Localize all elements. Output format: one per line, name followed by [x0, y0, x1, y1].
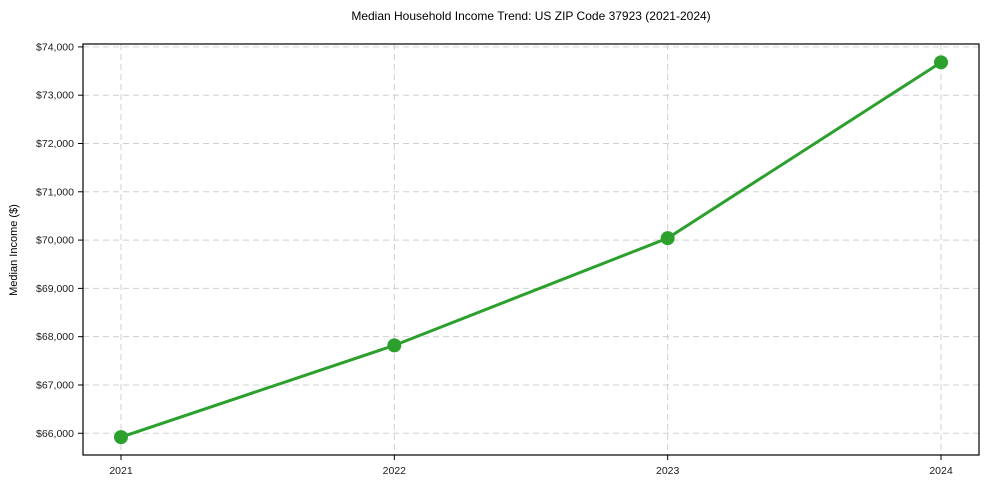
data-point-2021: [114, 430, 128, 445]
plot-area: [83, 44, 979, 455]
y-tick-label: $66,000: [36, 428, 74, 440]
data-point-2024: [934, 55, 948, 70]
y-tick-label: $70,000: [36, 235, 74, 247]
y-tick-label: $72,000: [36, 138, 74, 150]
x-tick-label: 2022: [383, 465, 407, 477]
y-tick-label: $69,000: [36, 283, 74, 295]
y-tick-label: $74,000: [36, 41, 74, 53]
x-tick-label: 2021: [109, 465, 133, 477]
y-tick-label: $68,000: [36, 331, 74, 343]
data-point-2022: [387, 338, 402, 353]
y-tick-label: $67,000: [36, 379, 74, 391]
chart-title: Median Household Income Trend: US ZIP Co…: [351, 9, 711, 23]
x-tick-label: 2023: [656, 465, 680, 477]
y-tick-label: $73,000: [36, 90, 74, 102]
x-tick-label: 2024: [929, 465, 953, 477]
y-tick-label: $71,000: [36, 186, 74, 198]
data-point-2023: [660, 231, 675, 246]
y-axis-label: Median Income ($): [8, 204, 20, 296]
income-trend-line: [119, 60, 943, 439]
axes-border: [82, 43, 980, 456]
